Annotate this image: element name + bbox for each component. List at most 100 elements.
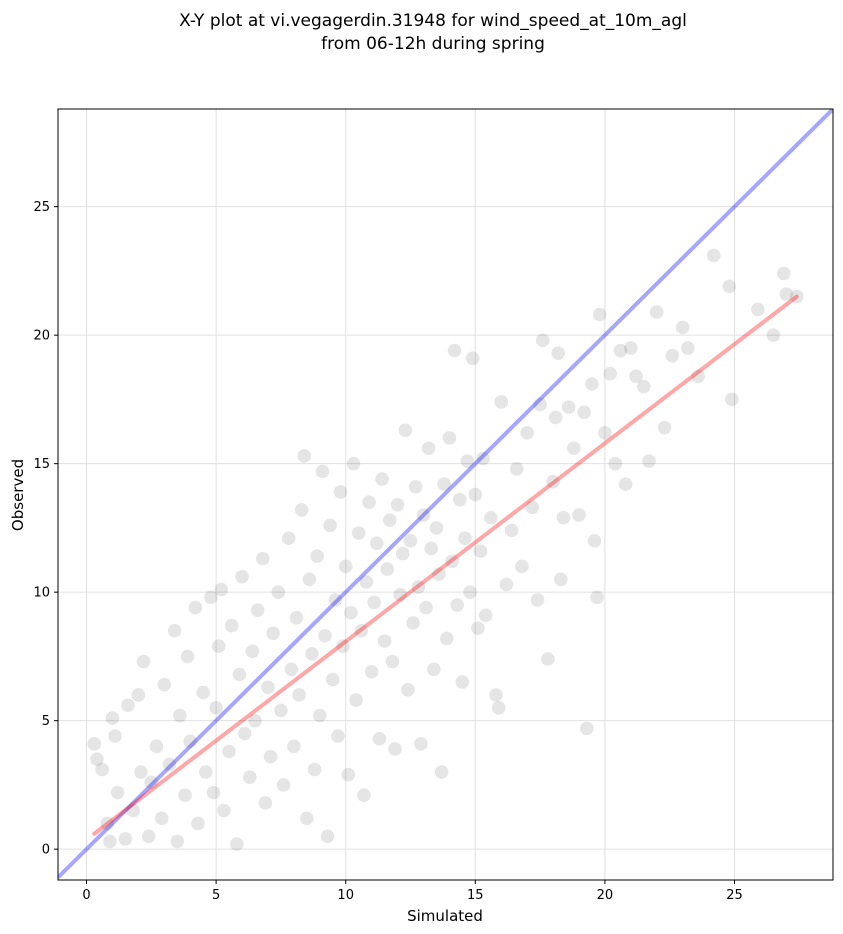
- data-point: [362, 495, 376, 510]
- data-point: [722, 279, 737, 294]
- data-point: [349, 693, 363, 707]
- data-point: [183, 734, 197, 749]
- data-point: [509, 462, 524, 476]
- data-point: [421, 441, 436, 456]
- data-point: [367, 595, 382, 610]
- data-point: [649, 305, 664, 319]
- data-point: [437, 477, 452, 492]
- data-point: [149, 739, 164, 754]
- data-point: [434, 765, 449, 779]
- data-point: [515, 559, 529, 574]
- data-point: [294, 503, 309, 517]
- data-point: [230, 837, 244, 851]
- data-point: [766, 328, 781, 342]
- data-point: [243, 770, 257, 784]
- data-point: [121, 698, 135, 713]
- data-point: [297, 449, 312, 463]
- data-point: [173, 708, 187, 723]
- data-point: [608, 456, 623, 471]
- data-point: [232, 667, 247, 682]
- data-point: [561, 400, 576, 414]
- data-point: [266, 626, 280, 641]
- data-point: [484, 510, 498, 525]
- data-point: [300, 811, 314, 826]
- data-point: [100, 816, 115, 831]
- identity-line: [58, 109, 833, 879]
- data-point: [271, 585, 286, 599]
- data-point: [541, 652, 555, 666]
- data-point: [359, 575, 374, 589]
- data-point: [398, 423, 413, 438]
- data-point: [224, 618, 239, 633]
- data-point: [134, 765, 148, 779]
- data-point: [357, 788, 371, 802]
- data-point: [302, 572, 317, 587]
- data-point: [380, 562, 394, 576]
- data-point: [416, 508, 431, 522]
- data-point: [642, 454, 656, 468]
- data-point: [312, 708, 327, 723]
- data-point: [118, 832, 133, 846]
- data-point: [395, 546, 410, 561]
- data-point: [603, 366, 617, 381]
- x-tick-label: 15: [467, 888, 484, 903]
- data-point: [211, 639, 226, 653]
- data-point: [504, 523, 519, 538]
- data-point: [364, 665, 379, 679]
- data-point: [587, 533, 602, 548]
- x-tick-label: 5: [212, 888, 220, 903]
- data-point: [328, 593, 343, 607]
- data-point: [465, 351, 480, 366]
- data-point: [613, 343, 628, 358]
- data-point: [572, 508, 586, 522]
- data-point: [126, 803, 140, 818]
- data-point: [157, 677, 172, 692]
- data-point: [331, 729, 345, 743]
- data-point: [442, 431, 457, 445]
- data-point: [406, 616, 420, 630]
- data-point: [535, 333, 550, 348]
- data-point: [450, 598, 464, 612]
- data-point: [323, 518, 337, 533]
- data-point: [675, 320, 690, 335]
- data-point: [629, 369, 643, 384]
- points-layer: [87, 248, 804, 851]
- x-tick-label: 0: [82, 888, 90, 903]
- data-point: [463, 585, 477, 599]
- data-point: [178, 788, 192, 802]
- y-tick-label: 15: [33, 457, 50, 472]
- data-point: [136, 654, 151, 669]
- data-point: [204, 590, 218, 605]
- data-point: [445, 554, 459, 569]
- data-point: [95, 762, 109, 777]
- data-point: [691, 369, 706, 384]
- data-point: [281, 531, 296, 545]
- data-point: [427, 662, 441, 677]
- data-point: [108, 729, 122, 743]
- data-point: [154, 811, 169, 826]
- data-point: [592, 307, 607, 322]
- data-point: [551, 346, 566, 360]
- data-point: [237, 726, 252, 741]
- data-point: [579, 721, 594, 736]
- data-point: [180, 649, 195, 664]
- data-point: [554, 572, 568, 587]
- data-point: [222, 744, 236, 759]
- data-point: [372, 731, 387, 746]
- data-point: [624, 341, 638, 355]
- data-point: [250, 603, 265, 617]
- data-point: [110, 785, 125, 800]
- data-point: [305, 647, 319, 661]
- data-point: [325, 672, 340, 687]
- data-point: [706, 248, 721, 263]
- data-point: [255, 551, 270, 566]
- data-point: [424, 541, 439, 556]
- data-point: [235, 569, 249, 584]
- data-point: [439, 631, 454, 646]
- data-point: [214, 582, 229, 597]
- data-point: [351, 526, 366, 540]
- data-point: [315, 464, 330, 479]
- data-point: [411, 580, 426, 594]
- y-tick-label: 25: [33, 200, 50, 215]
- data-point: [292, 688, 306, 702]
